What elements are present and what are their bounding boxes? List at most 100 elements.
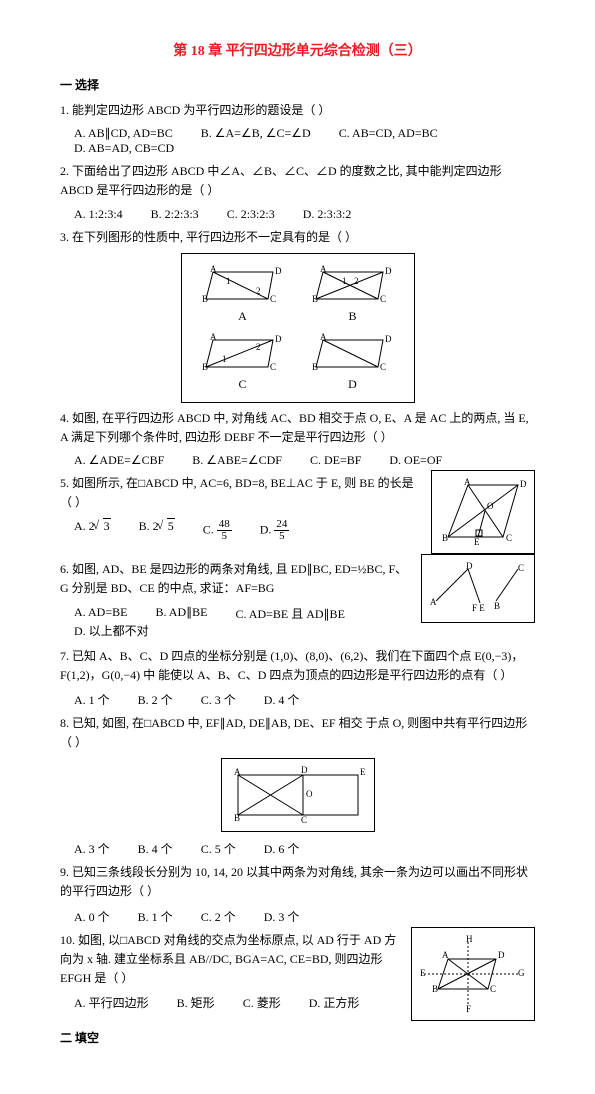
q3-figure-box: AD BC 12 A AD BC 12 B xyxy=(60,253,535,403)
q5-optD-n: 24 xyxy=(274,519,289,531)
q4-optB: B. ∠ABE=∠CDF xyxy=(192,453,282,468)
q5-optB-pre: B. 2 xyxy=(139,519,159,533)
q3-fig-a: A D B C 1 2 A xyxy=(198,264,288,324)
svg-text:B: B xyxy=(202,294,208,304)
svg-text:B: B xyxy=(432,984,438,994)
q7-stem: 7. 已知 A、B、C、D 四点的坐标分别是 (1,0)、(8,0)、(6,2)… xyxy=(60,647,535,685)
q5-optC-n: 48 xyxy=(217,519,232,531)
q6-optA: A. AD=BE xyxy=(74,605,127,622)
q5-figure: AD BC OE xyxy=(431,470,535,554)
q1-opts: A. AB∥CD, AD=BC B. ∠A=∠B, ∠C=∠D C. AB=CD… xyxy=(74,126,535,156)
q7-opts: A. 1 个 B. 2 个 C. 3 个 D. 4 个 xyxy=(74,691,535,708)
q5-optC-d: 5 xyxy=(217,531,232,542)
q2-optC: C. 2:3:2:3 xyxy=(227,207,275,222)
q6-optC: C. AD=BE 且 AD∥BE xyxy=(235,605,344,622)
svg-text:C: C xyxy=(380,362,386,372)
svg-text:O: O xyxy=(306,789,313,799)
q3-lab-d: D xyxy=(308,377,398,392)
q7-optD: D. 4 个 xyxy=(264,691,300,708)
svg-text:A: A xyxy=(464,477,471,487)
q5-optC-pre: C. xyxy=(203,522,217,536)
svg-text:D: D xyxy=(275,266,282,276)
q9-stem: 9. 已知三条线段长分别为 10, 14, 20 以其中两条为对角线, 其余一条… xyxy=(60,863,535,901)
svg-text:C: C xyxy=(301,815,307,825)
svg-text:C: C xyxy=(506,533,512,543)
q2-opts: A. 1:2:3:4 B. 2:2:3:3 C. 2:3:2:3 D. 2:3:… xyxy=(74,207,535,222)
q5-optB-rad: 5 xyxy=(167,518,175,533)
svg-text:B: B xyxy=(312,362,318,372)
q2-optD: D. 2:3:3:2 xyxy=(303,207,352,222)
q6-figure: D C A B F E xyxy=(421,554,535,623)
section-1-head: 一 选择 xyxy=(60,76,535,93)
svg-text:A: A xyxy=(320,332,327,342)
section-2-head: 二 填空 xyxy=(60,1029,535,1046)
q8-optD: D. 6 个 xyxy=(264,840,300,857)
q5-optA-rad: 3 xyxy=(103,518,111,533)
q10-figure: HF EG AD BC xyxy=(411,927,535,1021)
q8-figure: AD E BC O xyxy=(221,758,375,832)
q5-opts: A. 23 B. 25 C. 485 D. 245 xyxy=(74,519,423,542)
svg-text:C: C xyxy=(270,362,276,372)
svg-text:1: 1 xyxy=(226,276,231,286)
q5-optC: C. 485 xyxy=(203,519,232,542)
svg-text:2: 2 xyxy=(256,286,261,296)
svg-text:E: E xyxy=(360,767,366,777)
q4-optA: A. ∠ADE=∠CBF xyxy=(74,453,164,468)
svg-text:D: D xyxy=(466,561,473,571)
q3-fig-b: AD BC 12 B xyxy=(308,264,398,324)
q1-optD: D. AB=AD, CB=CD xyxy=(74,141,174,156)
q7-optA: A. 1 个 xyxy=(74,691,110,708)
q9-optB: B. 1 个 xyxy=(138,908,173,925)
q3-stem: 3. 在下列图形的性质中, 平行四边形不一定具有的是（ ） xyxy=(60,228,535,247)
svg-text:E: E xyxy=(474,537,480,547)
q7-optC: C. 3 个 xyxy=(201,691,236,708)
q8-optC: C. 5 个 xyxy=(201,840,236,857)
svg-text:G: G xyxy=(518,968,525,978)
q8-figure-wrap: AD E BC O xyxy=(60,758,535,836)
q2-stem: 2. 下面给出了四边形 ABCD 中∠A、∠B、∠C、∠D 的度数之比, 其中能… xyxy=(60,162,535,200)
svg-text:D: D xyxy=(498,950,505,960)
q5-optD-d: 5 xyxy=(274,531,289,542)
svg-text:H: H xyxy=(466,934,473,944)
svg-text:D: D xyxy=(301,765,308,775)
q4-stem: 4. 如图, 在平行四边形 ABCD 中, 对角线 AC、BD 相交于点 O, … xyxy=(60,409,535,447)
q1-stem: 1. 能判定四边形 ABCD 为平行四边形的题设是（ ） xyxy=(60,101,535,120)
q5-optA: A. 2 3 xyxy=(74,519,111,542)
q4-optC: C. DE=BF xyxy=(310,453,361,468)
svg-text:1: 1 xyxy=(222,354,227,364)
svg-text:D: D xyxy=(520,479,527,489)
svg-text:D: D xyxy=(275,334,282,344)
q4-optD: D. OE=OF xyxy=(389,453,442,468)
q2-optA: A. 1:2:3:4 xyxy=(74,207,123,222)
q10-optC: C. 菱形 xyxy=(243,994,281,1011)
svg-text:A: A xyxy=(442,950,449,960)
q1-optB: B. ∠A=∠B, ∠C=∠D xyxy=(201,126,311,141)
q10-optB: B. 矩形 xyxy=(177,994,215,1011)
q8-optA: A. 3 个 xyxy=(74,840,110,857)
svg-text:E: E xyxy=(420,968,426,978)
q3-fig-d: A D B C D xyxy=(308,332,398,392)
svg-text:F E: F E xyxy=(472,603,485,613)
q9-opts: A. 0 个 B. 1 个 C. 2 个 D. 3 个 xyxy=(74,908,535,925)
q9-optC: C. 2 个 xyxy=(201,908,236,925)
q3-lab-a: A xyxy=(198,309,288,324)
q6-optB: B. AD∥BE xyxy=(155,605,207,622)
svg-text:B: B xyxy=(494,601,500,611)
svg-text:2: 2 xyxy=(354,276,359,286)
svg-text:A: A xyxy=(210,264,217,274)
svg-text:C: C xyxy=(270,294,276,304)
q10-opts: A. 平行四边形 B. 矩形 C. 菱形 D. 正方形 xyxy=(74,994,403,1011)
svg-text:C: C xyxy=(490,984,496,994)
svg-text:B: B xyxy=(202,362,208,372)
svg-text:A: A xyxy=(320,264,327,274)
svg-text:D: D xyxy=(385,334,392,344)
q7-optB: B. 2 个 xyxy=(138,691,173,708)
q6-optD: D. 以上都不对 xyxy=(74,622,149,639)
q5-optA-pre: A. 2 xyxy=(74,519,95,533)
q2-optB: B. 2:2:3:3 xyxy=(151,207,199,222)
svg-text:A: A xyxy=(430,597,437,607)
q6-opts: A. AD=BE B. AD∥BE C. AD=BE 且 AD∥BE D. 以上… xyxy=(74,605,413,639)
svg-text:C: C xyxy=(518,563,524,573)
q9-optA: A. 0 个 xyxy=(74,908,110,925)
q4-opts: A. ∠ADE=∠CBF B. ∠ABE=∠CDF C. DE=BF D. OE… xyxy=(74,453,535,468)
